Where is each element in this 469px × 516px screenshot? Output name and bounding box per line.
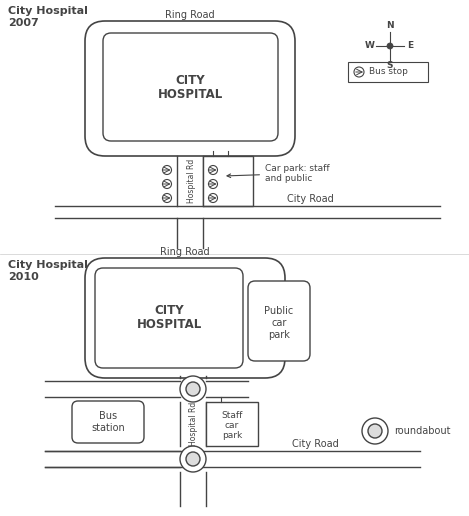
Text: CITY: CITY [176, 73, 205, 87]
FancyBboxPatch shape [72, 401, 144, 443]
FancyBboxPatch shape [85, 21, 295, 156]
Text: car: car [271, 318, 287, 328]
Circle shape [180, 446, 206, 472]
Text: S: S [387, 61, 393, 71]
Text: Bus stop: Bus stop [369, 68, 408, 76]
Circle shape [209, 194, 218, 202]
Bar [203, 156, 253, 206]
Text: HOSPITAL: HOSPITAL [158, 88, 223, 101]
Circle shape [162, 180, 172, 188]
Circle shape [209, 180, 218, 188]
Text: City Hospital
2007: City Hospital 2007 [8, 6, 88, 28]
Text: City Road: City Road [292, 439, 338, 449]
Text: Bus: Bus [99, 411, 117, 421]
Text: Staff: Staff [221, 411, 242, 421]
Text: City Hospital
2010: City Hospital 2010 [8, 260, 88, 282]
Text: Hospital Rd: Hospital Rd [189, 402, 198, 446]
Text: E: E [407, 41, 413, 51]
FancyBboxPatch shape [85, 258, 285, 378]
Text: City Road: City Road [287, 194, 333, 204]
Circle shape [354, 67, 364, 77]
Circle shape [209, 166, 218, 174]
Bar [206, 402, 258, 446]
Text: park: park [222, 431, 242, 441]
FancyBboxPatch shape [95, 268, 243, 368]
Text: HOSPITAL: HOSPITAL [136, 318, 202, 331]
Text: W: W [365, 41, 375, 51]
Text: roundabout: roundabout [394, 426, 451, 436]
FancyBboxPatch shape [103, 33, 278, 141]
Circle shape [186, 452, 200, 466]
Bar [348, 62, 428, 82]
Circle shape [162, 166, 172, 174]
Circle shape [162, 194, 172, 202]
Circle shape [180, 376, 206, 402]
Circle shape [362, 418, 388, 444]
Circle shape [186, 382, 200, 396]
Circle shape [387, 43, 393, 49]
FancyBboxPatch shape [248, 281, 310, 361]
Text: CITY: CITY [154, 304, 184, 317]
Text: Ring Road: Ring Road [165, 10, 215, 20]
Text: car: car [225, 422, 239, 430]
Text: Ring Road: Ring Road [160, 247, 210, 257]
Text: Car park: staff
and public: Car park: staff and public [227, 164, 330, 183]
Circle shape [368, 424, 382, 438]
Text: Hospital Rd: Hospital Rd [187, 159, 196, 203]
Text: Public: Public [265, 306, 294, 316]
Text: N: N [386, 22, 394, 30]
Text: station: station [91, 423, 125, 433]
Text: park: park [268, 330, 290, 340]
